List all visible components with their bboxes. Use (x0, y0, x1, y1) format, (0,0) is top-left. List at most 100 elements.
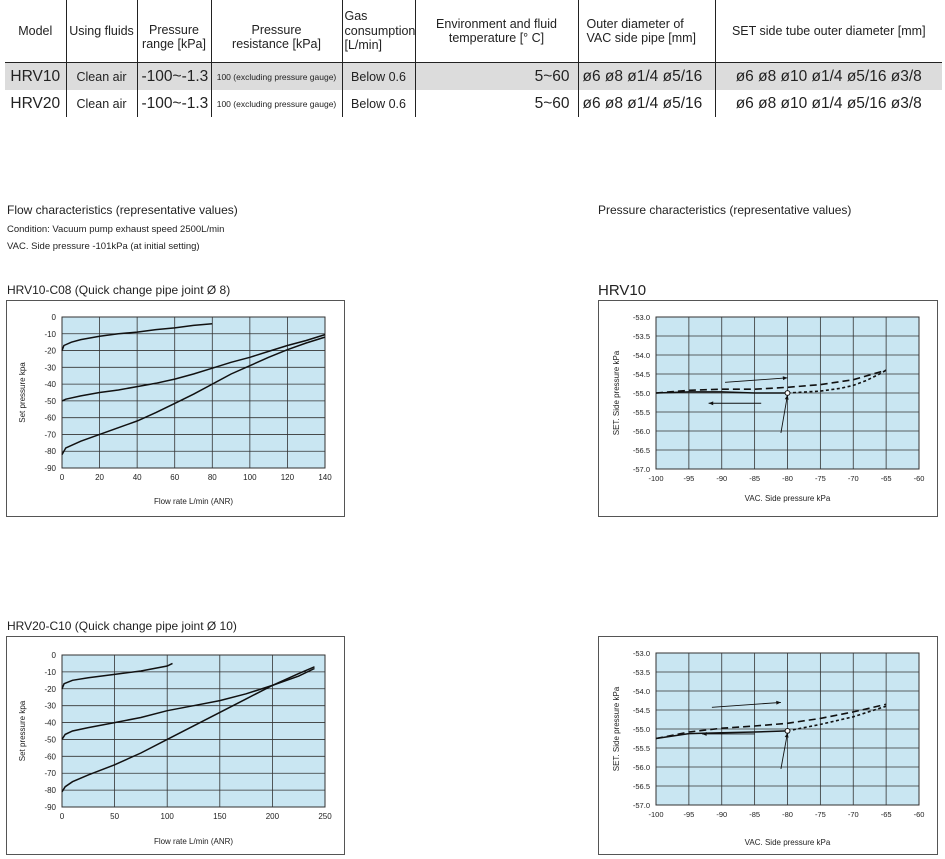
annotation-arrow-head (784, 394, 789, 400)
cell-consumption: Below 0.6 (341, 62, 415, 90)
spec-row-hrv20: HRV20 Clean air -100~-1.3 100 (excluding… (5, 90, 942, 117)
chart-title-hrv20-flow: HRV20-C10 (Quick change pipe joint Ø 10) (7, 619, 237, 633)
series-line-2 (655, 369, 887, 394)
x-tick-label: -60 (914, 474, 925, 483)
x-tick-label: -90 (716, 810, 727, 819)
x-tick-label: 60 (170, 473, 179, 482)
annotation-arrow-head (784, 732, 789, 738)
x-tick-label: 120 (281, 473, 295, 482)
y-tick-label: -53.0 (633, 313, 650, 322)
x-tick-label: 50 (110, 812, 119, 821)
cell-resistance: 100 (excluding pressure gauge) (210, 62, 342, 90)
cell-model: HRV10 (5, 62, 66, 90)
series-line-3 (787, 705, 887, 732)
x-tick-label: -75 (815, 474, 826, 483)
hrv10-flow-chart: 0 20 40 60 80 100 120 140 0 -10 -20 -30 -40 -50 -60 -70… (18, 313, 332, 506)
series-line-2 (655, 703, 887, 740)
header-model: Model (18, 23, 53, 38)
y-tick-label: -54.5 (633, 706, 650, 715)
y-tick-label: -57.0 (633, 465, 650, 474)
y-tick-label: -55.0 (633, 389, 650, 398)
y-tick-label: -54.0 (633, 687, 650, 696)
x-axis-label: Flow rate L/min (ANR) (154, 497, 233, 506)
annotation-arrow-line (780, 394, 788, 433)
chart-title-hrv10-pressure: HRV10 (598, 282, 647, 299)
x-tick-label: 140 (318, 473, 332, 482)
y-tick-label: -55.0 (633, 725, 650, 734)
header-range: Pressure range [kPa] (136, 0, 211, 63)
y-tick-label: -10 (44, 668, 56, 677)
y-axis-label: SET. Side pressure kPa (612, 686, 621, 771)
cell-fluid: Clean air (65, 90, 137, 117)
flow-condition-1: Condition: Vacuum pump exhaust speed 250… (7, 224, 225, 235)
plot-area (61, 654, 326, 808)
header-resistance: Pressure resistance [kPa] (210, 0, 342, 63)
y-tick-label: -56.0 (633, 427, 650, 436)
y-tick-label: -30 (44, 363, 56, 372)
x-tick-label: -95 (683, 474, 694, 483)
y-tick-label: -70 (44, 769, 56, 778)
cell-temperature: 5~60 (414, 62, 578, 90)
y-tick-label: -50 (44, 397, 56, 406)
cell-temperature: 5~60 (414, 90, 578, 117)
chart-title-hrv10-flow: HRV10-C08 (Quick change pipe joint Ø 8) (7, 283, 231, 297)
x-tick-label: -85 (749, 474, 760, 483)
annotation-arrow-head (708, 401, 714, 406)
y-tick-label: -54.5 (633, 370, 650, 379)
x-tick-label: 100 (243, 473, 257, 482)
header-set-tube: SET side tube outer diameter [mm] (714, 0, 942, 63)
y-tick-label: -20 (44, 685, 56, 694)
x-tick-label: 80 (208, 473, 217, 482)
annotation-arrow-line (780, 732, 788, 769)
annotation-marker (784, 390, 791, 396)
y-tick-label: -56.5 (633, 782, 650, 791)
header-vac-pipe: Outer diameter of VAC side pipe [mm] (577, 0, 715, 63)
cell-resistance: 100 (excluding pressure gauge) (210, 90, 342, 117)
y-tick-label: -80 (44, 786, 56, 795)
series-line-2 (61, 333, 326, 402)
series-line-1 (655, 730, 788, 740)
y-tick-label: -40 (44, 380, 56, 389)
x-tick-label: -70 (848, 474, 859, 483)
spec-row-hrv10: HRV10 Clean air -100~-1.3 100 (excluding… (5, 62, 942, 90)
y-tick-label: -90 (44, 464, 56, 473)
y-tick-label: -90 (44, 803, 56, 812)
x-tick-label: -65 (881, 474, 892, 483)
x-tick-label: 200 (266, 812, 280, 821)
series-line-1 (61, 662, 173, 690)
x-tick-label: -100 (648, 474, 663, 483)
y-tick-label: -54.0 (633, 351, 650, 360)
hrv20-pressure-chart-frame: -100 -95 -90 -85 -80 -75 -70 -65 -60 -53.0 -53.5 -5… (598, 636, 938, 855)
y-tick-label: 0 (52, 651, 57, 660)
y-tick-label: -57.0 (633, 801, 650, 810)
hrv20-pressure-chart: -100 -95 -90 -85 -80 -75 -70 -65 -60 -53.0 -53.5 -5… (612, 649, 925, 847)
flow-condition-2: VAC. Side pressure -101kPa (at initial s… (7, 241, 200, 252)
x-tick-label: -80 (782, 810, 793, 819)
y-axis-label: Set pressure kpa (18, 700, 27, 761)
x-tick-label: -60 (914, 810, 925, 819)
y-tick-label: -70 (44, 430, 56, 439)
header-consumption: Gas consumption [L/min] (341, 0, 415, 63)
annotation-arrow-head (776, 700, 781, 705)
series-line-3 (787, 369, 887, 394)
annotation-arrow-head (782, 376, 788, 381)
y-tick-label: -60 (44, 414, 56, 423)
annotation-marker (784, 728, 791, 734)
hrv20-flow-chart-frame: 0 50 100 150 200 250 0 -10 -20 -30 -40 -50 -60 -70 -80… (6, 636, 345, 855)
y-tick-label: -20 (44, 347, 56, 356)
spec-table: Model Using fluids Pressure range [kPa] … (5, 0, 942, 117)
y-tick-label: -40 (44, 719, 56, 728)
y-tick-label: -53.5 (633, 668, 650, 677)
hrv10-flow-chart-frame: 0 20 40 60 80 100 120 140 0 -10 -20 -30 -40 -50 -60 -70… (6, 300, 345, 517)
x-axis-label: Flow rate L/min (ANR) (154, 837, 233, 846)
x-tick-label: 0 (60, 812, 65, 821)
y-tick-label: 0 (52, 313, 57, 322)
y-axis-label: SET. Side pressure kPa (612, 350, 621, 435)
spec-header-row: Model Using fluids Pressure range [kPa] … (5, 0, 942, 63)
annotation-arrow-head (702, 731, 707, 736)
header-temperature: Environment and fluid temperature [° C] (414, 0, 578, 63)
x-tick-label: -100 (648, 810, 663, 819)
hrv10-pressure-chart: -100 -95 -90 -85 -80 -75 -70 -65 -60 -53.0 -53.5 -5… (612, 313, 925, 503)
y-tick-label: -56.0 (633, 763, 650, 772)
cell-set-tube: ø6 ø8 ø10 ø1/4 ø5/16 ø3/8 (714, 62, 942, 90)
